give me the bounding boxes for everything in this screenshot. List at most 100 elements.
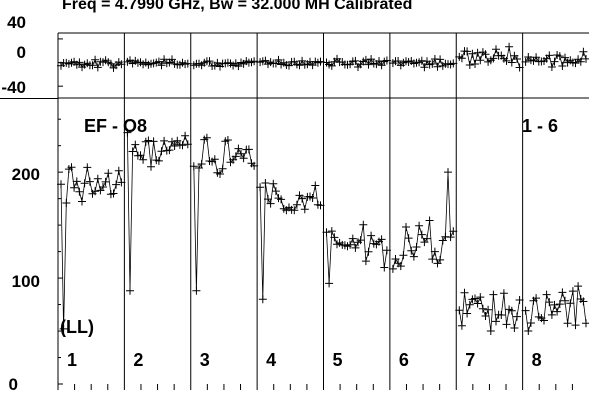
phase-point: [394, 57, 403, 65]
amplitude-point: [234, 144, 243, 153]
amplitude-point: [404, 234, 413, 243]
amplitude-point: [62, 199, 71, 207]
phase-point: [481, 50, 490, 59]
phase-point: [545, 51, 554, 60]
baseline-label-8: 8: [532, 350, 542, 370]
phase-tick-label-top: 40: [7, 13, 26, 32]
amplitude-point: [526, 319, 535, 327]
phase-point: [367, 55, 376, 64]
amplitude-point: [271, 187, 280, 196]
phase-point: [465, 61, 474, 69]
phase-point: [473, 48, 482, 57]
amplitude-point: [59, 324, 68, 333]
amplitude-point: [149, 137, 158, 146]
phase-point: [561, 53, 569, 62]
amplitude-point: [197, 160, 206, 168]
amplitude-point: [126, 286, 134, 295]
amplitude-point: [486, 327, 495, 335]
amplitude-point: [425, 216, 434, 225]
amplitude-point: [367, 231, 376, 240]
amplitude-point: [70, 183, 79, 192]
phase-point: [457, 54, 466, 63]
amplitude-point: [298, 194, 307, 203]
amplitude-point: [112, 180, 121, 189]
amplitude-point: [239, 154, 248, 163]
amplitude-point: [99, 183, 107, 191]
amplitude-series-line: [193, 137, 255, 291]
amplitude-point: [168, 137, 176, 146]
phase-point: [205, 57, 214, 66]
phase-point: [75, 58, 84, 67]
phase-point: [375, 57, 383, 65]
phase-point: [160, 55, 169, 64]
amplitude-data-series: [57, 128, 589, 335]
amplitude-point: [579, 297, 588, 306]
amplitude-point: [566, 299, 575, 308]
phase-point: [463, 47, 472, 56]
phase-point: [436, 55, 445, 64]
amplitude-point: [170, 142, 179, 150]
amplitude-point: [502, 320, 511, 329]
amplitude-point: [181, 131, 190, 140]
amplitude-point: [311, 181, 320, 190]
phase-data-series: [57, 42, 589, 72]
amplitude-point: [202, 133, 211, 142]
phase-point: [502, 56, 511, 65]
phase-point: [476, 56, 485, 65]
amplitude-point: [430, 247, 439, 256]
amplitude-point: [582, 319, 589, 328]
amplitude-point: [465, 300, 474, 309]
amplitude-point: [154, 156, 163, 165]
amplitude-point: [75, 187, 84, 196]
chart-title: Freq = 4.7990 GHz, Bw = 32.000 MH Calibr…: [62, 0, 412, 13]
baseline-label-4: 4: [266, 350, 276, 370]
amplitude-point: [481, 312, 490, 320]
amplitude-series-line: [326, 224, 388, 284]
baseline-label-5: 5: [333, 350, 343, 370]
amplitude-point: [264, 195, 272, 204]
amplitude-point: [160, 136, 169, 145]
amplitude-point: [399, 251, 408, 260]
amplitude-series-line: [525, 286, 587, 332]
amplitude-series-line: [259, 182, 321, 300]
amplitude-point: [396, 262, 405, 271]
amplitude-point: [139, 155, 148, 164]
amplitude-point: [574, 282, 583, 291]
phase-tick-label-bottom: -40: [1, 78, 26, 97]
amplitude-panel: 200 100 0 EF - O8 1 - 6 (LL): [9, 116, 589, 394]
amplitude-point: [423, 234, 431, 243]
amplitude-point: [558, 288, 567, 297]
amplitude-point: [457, 321, 466, 330]
baseline-labels: 1 2 3 4 5 6 7 8: [67, 350, 542, 370]
amplitude-point: [300, 205, 309, 214]
amplitude-point: [91, 187, 100, 196]
amplitude-point: [547, 310, 556, 319]
amplitude-point: [157, 147, 166, 156]
amplitude-point: [192, 286, 201, 295]
amplitude-point: [72, 177, 81, 186]
phase-point: [471, 60, 479, 68]
amplitude-point: [165, 146, 174, 155]
phase-point: [428, 59, 437, 68]
amplitude-point: [409, 252, 418, 261]
amplitude-point: [361, 257, 370, 266]
amplitude-point: [147, 162, 155, 171]
amplitude-point: [78, 197, 86, 206]
amplitude-point: [109, 189, 118, 198]
phase-point: [555, 52, 564, 61]
amplitude-point: [266, 199, 275, 208]
amplitude-point: [290, 206, 299, 215]
phase-point: [489, 54, 498, 63]
amplitude-point: [446, 233, 455, 242]
phase-point: [505, 42, 514, 51]
baseline-label-1: 1: [67, 350, 77, 370]
amplitude-point: [542, 290, 551, 299]
phase-point: [558, 62, 567, 70]
amplitude-point: [473, 299, 482, 308]
phase-point: [576, 57, 585, 66]
amplitude-point: [540, 316, 548, 325]
phase-point: [579, 47, 588, 56]
phase-point: [364, 60, 373, 69]
amplitude-point: [223, 136, 232, 144]
